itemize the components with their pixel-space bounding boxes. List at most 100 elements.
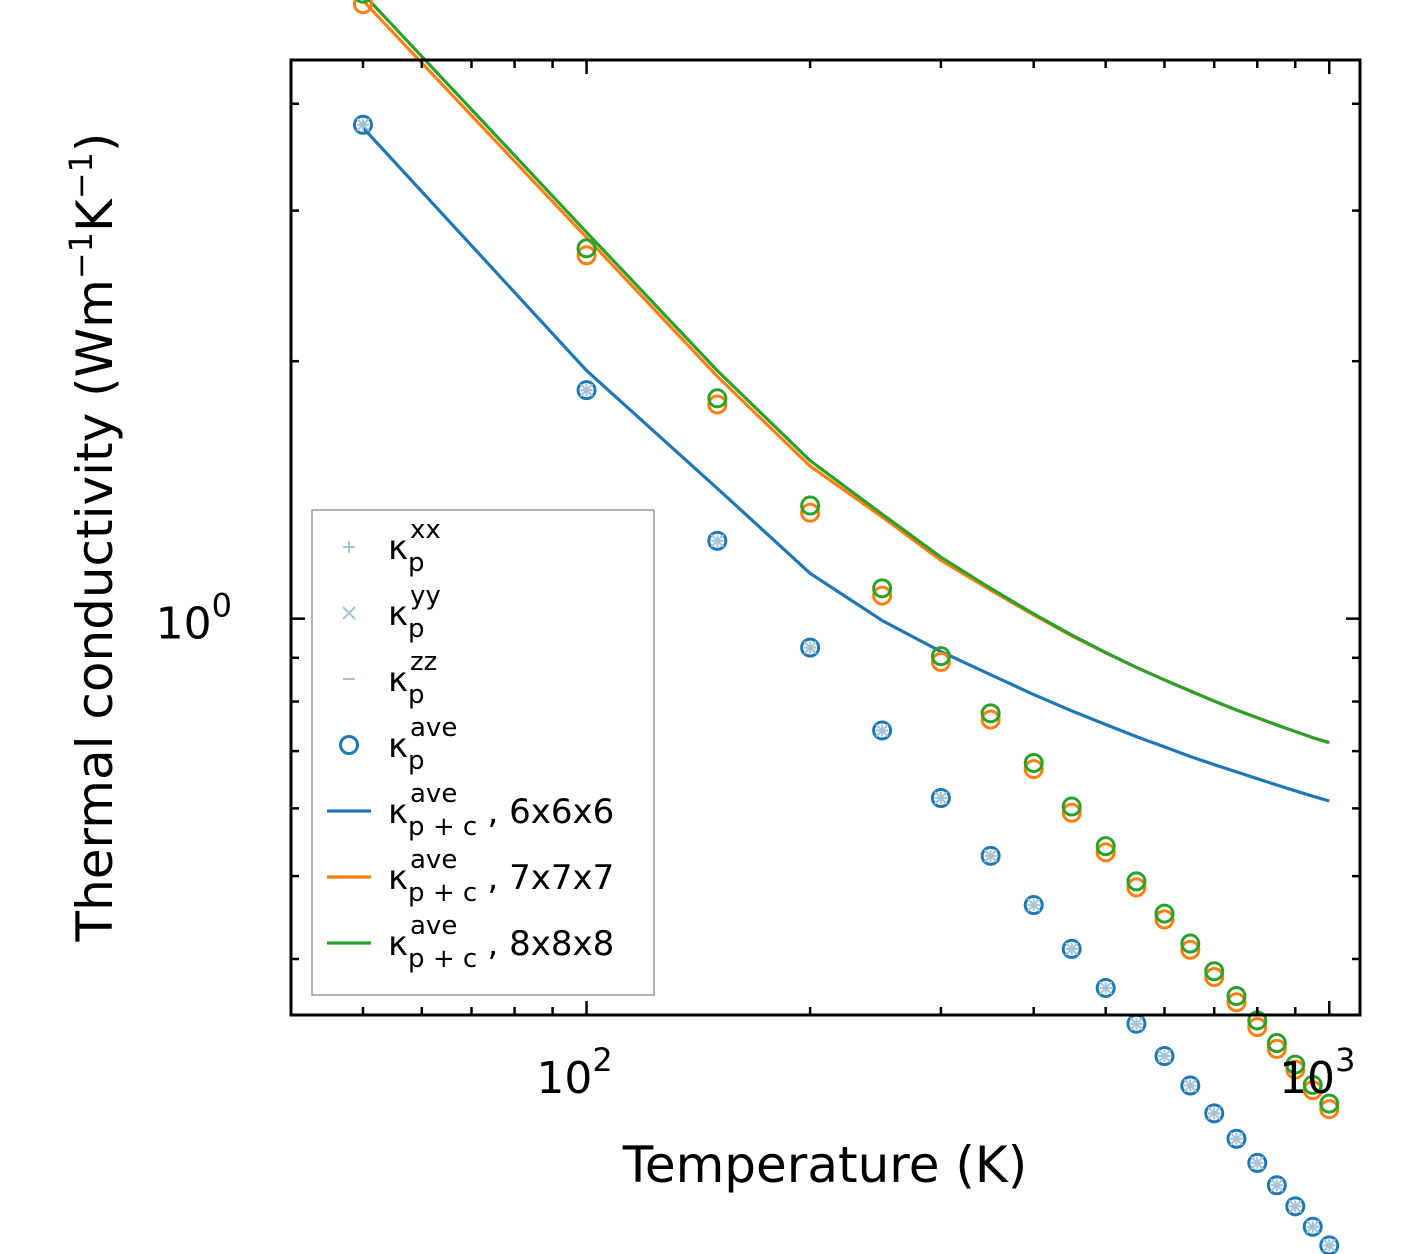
legend-entry: κpzz: [343, 647, 437, 710]
data-point: [352, 0, 373, 15]
legend-label-suffix: , 7x7x7: [488, 858, 615, 898]
data-point: [930, 646, 951, 667]
legend-label-base: κ: [388, 528, 408, 568]
x-tick-label-exp: 3: [1335, 1041, 1355, 1079]
data-point: [1180, 1075, 1201, 1096]
legend-marker-swatch: [342, 606, 356, 620]
data-point: [1302, 1216, 1323, 1237]
data-point: [1095, 842, 1116, 863]
data-point: [1319, 1093, 1340, 1114]
legend-entry: κpave: [339, 713, 457, 776]
data-point: [800, 495, 821, 516]
x-tick-label-base: 10: [536, 1053, 592, 1104]
y-axis-label-mid: K: [66, 198, 124, 232]
legend-label: κpyy: [388, 581, 441, 644]
legend-box: [311, 509, 655, 996]
data-point: [1126, 871, 1147, 892]
data-point: [1154, 909, 1175, 930]
legend-label-base: κ: [388, 594, 408, 634]
data-point: [1226, 986, 1247, 1007]
legend-label-sub: p: [408, 614, 425, 644]
y-axis-label: Thermal conductivity (Wm−1K−1): [62, 133, 124, 943]
data-point: [1061, 796, 1082, 817]
series-line-3: [366, 0, 1330, 745]
legend-label-sup: yy: [410, 581, 441, 611]
y-tick-label-base: 10: [156, 599, 212, 650]
legend-label-base: κ: [388, 660, 408, 700]
legend-label-sup: ave: [410, 713, 457, 743]
legend-label: κp + cave , 6x6x6: [388, 779, 614, 842]
data-point: [1023, 895, 1044, 916]
legend-entry: κp + cave , 6x6x6: [327, 779, 614, 842]
data-point: [707, 388, 728, 409]
legend-label-base: κ: [388, 792, 408, 832]
legend-label-sub: p: [408, 746, 425, 776]
legend-label: κpave: [388, 713, 457, 776]
legend-entry: κp + cave , 7x7x7: [327, 845, 614, 908]
y-tick-label: 100: [156, 587, 232, 650]
legend-label-base: κ: [388, 858, 408, 898]
data-point: [872, 578, 893, 599]
data-point: [355, 0, 371, 4]
data-point: [980, 703, 1001, 724]
data-point: [1061, 802, 1082, 823]
y-axis-label-exp2: −1: [62, 152, 100, 199]
x-tick-label: 102: [536, 1041, 612, 1104]
legend-label-sub: p: [408, 680, 425, 710]
legend-entry: κp + cave , 8x8x8: [327, 911, 614, 974]
data-point: [980, 845, 1001, 866]
legend-label-sup: zz: [410, 647, 437, 677]
data-point: [1204, 961, 1225, 982]
data-point: [1154, 903, 1175, 924]
data-point: [576, 245, 597, 266]
data-point: [1266, 1175, 1287, 1196]
data-point: [1285, 1196, 1306, 1217]
data-point: [707, 394, 728, 415]
data-point: [1319, 1099, 1340, 1120]
data-point: [1126, 877, 1147, 898]
data-point: [352, 114, 373, 135]
data-point: [1302, 1074, 1323, 1095]
data-point: [800, 502, 821, 523]
y-tick-label-exp: 0: [212, 587, 232, 625]
legend-label: κp + cave , 7x7x7: [388, 845, 614, 908]
data-point: [1023, 759, 1044, 780]
legend-label-sub: p + c: [408, 812, 477, 842]
legend-label-sup: ave: [410, 845, 457, 875]
legend-label-sub: p: [408, 548, 425, 578]
data-point: [1095, 836, 1116, 857]
legend-marker-swatch: [339, 735, 359, 755]
series-circles-3: [355, 0, 1340, 1114]
series-circles-2: [352, 0, 1340, 1120]
data-point: [872, 585, 893, 606]
data-point: [1204, 1103, 1225, 1124]
data-point: [1154, 1046, 1175, 1067]
x-axis-label: Temperature (K): [622, 1136, 1027, 1194]
data-point: [1180, 933, 1201, 954]
legend-label-base: κ: [388, 924, 408, 964]
data-point: [576, 238, 597, 259]
series-layer: [352, 0, 1340, 1254]
y-axis-label-main: Thermal conductivity (Wm: [66, 279, 124, 942]
legend-label-sub: p + c: [408, 878, 477, 908]
tick-layer: [289, 60, 1360, 1015]
data-point: [930, 651, 951, 672]
data-point: [1095, 977, 1116, 998]
legend-label-suffix: , 8x8x8: [488, 924, 615, 964]
legend-label-sup: ave: [410, 779, 457, 809]
series-minus-markers: [356, 123, 1336, 1247]
data-point: [1247, 1152, 1268, 1173]
x-tick-label-base: 10: [1279, 1053, 1335, 1104]
data-point: [930, 788, 951, 809]
data-point: [872, 720, 893, 741]
data-point: [1023, 752, 1044, 773]
data-point: [1061, 938, 1082, 959]
data-point: [1266, 1038, 1287, 1059]
y-axis-label-end: ): [66, 133, 124, 153]
data-point: [800, 637, 821, 658]
data-point: [1226, 992, 1247, 1013]
